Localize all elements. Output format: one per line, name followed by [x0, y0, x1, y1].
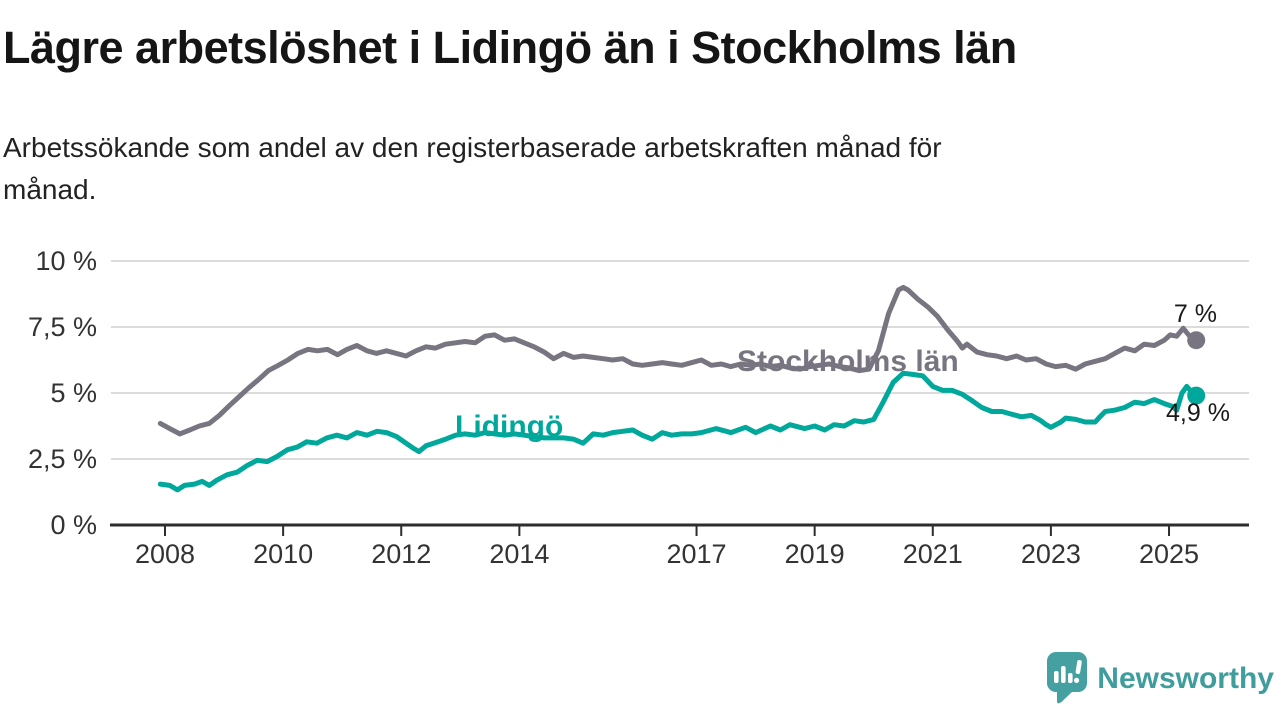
newsworthy-logo-icon — [1047, 652, 1088, 704]
y-axis-tick-labels: 0 % 2,5 % 5 % 7,5 % 10 % — [28, 246, 97, 540]
series-lines — [157, 284, 1199, 493]
x-tick-label: 2014 — [489, 539, 549, 569]
x-tick-label: 2017 — [667, 539, 727, 569]
x-tick-label: 2008 — [135, 539, 195, 569]
y-tick-label: 10 % — [35, 246, 97, 276]
series-label-stockholms-lan: Stockholms län — [737, 345, 959, 378]
series-line — [157, 284, 1199, 437]
series-end-dot — [1187, 331, 1206, 350]
series-line — [157, 370, 1199, 493]
x-tick-label: 2019 — [785, 539, 845, 569]
chart-subtitle: Arbetssökande som andel av den registerb… — [3, 132, 942, 205]
x-tick-label: 2025 — [1139, 539, 1199, 569]
x-tick-label: 2012 — [371, 539, 431, 569]
y-tick-label: 2,5 % — [28, 444, 97, 474]
end-value-label-stockholms-lan: 7 % — [1174, 300, 1217, 328]
y-tick-label: 7,5 % — [28, 312, 97, 342]
newsworthy-logo-text: Newsworthy — [1097, 661, 1274, 695]
series-end-dots — [1187, 331, 1206, 405]
end-value-label-lidingo: 4,9 % — [1166, 399, 1230, 427]
series-end-dot — [1187, 386, 1206, 405]
newsworthy-logo: Newsworthy — [1047, 652, 1274, 705]
x-axis-ticks — [164, 526, 1171, 536]
page-title: Lägre arbetslöshet i Lidingö än i Stockh… — [3, 22, 1017, 73]
series-label-lidingo: Lidingö — [455, 410, 563, 443]
x-tick-label: 2010 — [253, 539, 313, 569]
gridlines — [111, 260, 1249, 460]
x-tick-label: 2021 — [903, 539, 963, 569]
y-tick-label: 5 % — [50, 378, 97, 408]
x-axis-tick-labels: 2008 2010 2012 2014 2017 2019 2021 2023 2025 — [135, 539, 1199, 569]
y-tick-label: 0 % — [50, 510, 97, 540]
x-tick-label: 2023 — [1021, 539, 1081, 569]
